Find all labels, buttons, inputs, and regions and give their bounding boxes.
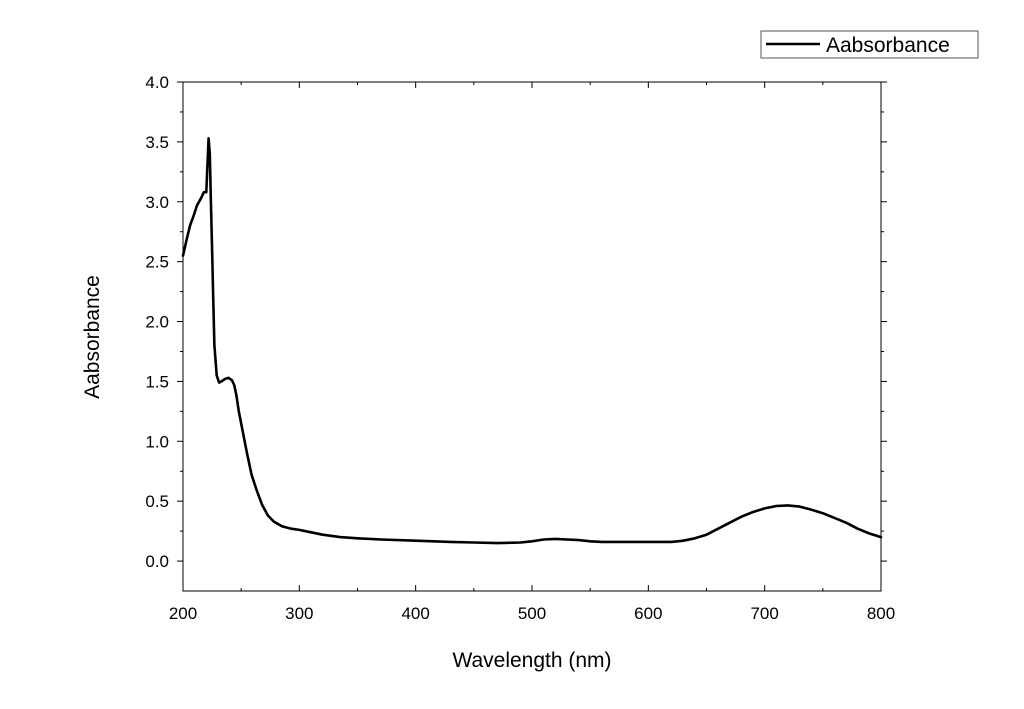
x-axis: 200 300 400 500 600 700 800: [169, 82, 895, 623]
x-axis-title: Wavelength (nm): [452, 649, 611, 672]
x-tick-label: 400: [401, 604, 429, 623]
y-axis-title: Aabsorbance: [81, 275, 104, 399]
x-tick-label: 700: [750, 604, 778, 623]
x-tick-label: 800: [867, 604, 895, 623]
legend: Aabsorbance: [760, 30, 979, 59]
y-axis: 0.0 0.5 1.0 1.5 2.0 2.5 3.0 3.5 4.0: [145, 73, 887, 571]
y-tick-label: 1.5: [145, 372, 169, 391]
x-tick-label: 500: [518, 604, 546, 623]
plot-frame: [182, 81, 882, 592]
y-tick-label: 2.5: [145, 253, 169, 272]
y-tick-label: 0.5: [145, 492, 169, 511]
y-tick-label: 3.5: [145, 133, 169, 152]
x-tick-label: 300: [285, 604, 313, 623]
y-tick-label: 0.0: [145, 552, 169, 571]
legend-label: Aabsorbance: [826, 34, 950, 57]
x-tick-label: 200: [169, 604, 197, 623]
x-tick-label: 600: [634, 604, 662, 623]
series-line-aabsorbance: [181, 137, 883, 545]
y-tick-label: 4.0: [145, 73, 169, 92]
y-tick-label: 2.0: [145, 313, 169, 332]
y-tick-label: 3.0: [145, 193, 169, 212]
y-tick-label: 1.0: [145, 432, 169, 451]
